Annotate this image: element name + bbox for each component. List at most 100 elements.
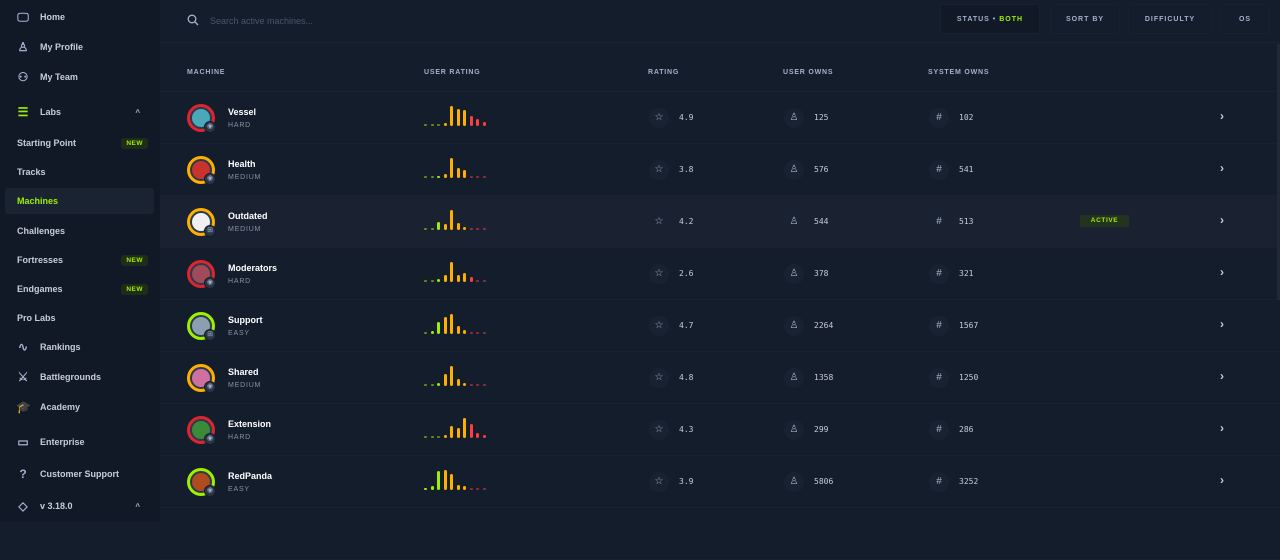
rating-bar bbox=[424, 176, 427, 178]
rating-value: 3.9 bbox=[679, 477, 694, 486]
user-icon: ♙ bbox=[784, 212, 804, 232]
machine-difficulty: HARD bbox=[228, 434, 252, 441]
sidebar-item-label: Challenges bbox=[17, 226, 66, 236]
sidebar-item-my-profile[interactable]: ♙ My Profile bbox=[0, 34, 154, 60]
sidebar-item-v-3-18-0[interactable]: ◇ v 3.18.0 ^ bbox=[0, 493, 154, 519]
machine-row[interactable]: ◉ Vessel HARD ☆ 4.9 ♙ 125 # 102 › bbox=[160, 92, 1280, 144]
user-icon: ♙ bbox=[784, 368, 804, 388]
sidebar-item-academy[interactable]: 🎓 Academy bbox=[0, 394, 154, 420]
machine-row[interactable]: ⊞ Outdated MEDIUM ☆ 4.2 ♙ 544 # 513 ACTI… bbox=[160, 196, 1280, 248]
scrollbar[interactable] bbox=[1277, 44, 1280, 300]
machine-avatar: ◉ bbox=[187, 468, 216, 497]
sidebar-item-home[interactable]: 🖵 Home bbox=[0, 4, 154, 30]
machine-name[interactable]: Vessel bbox=[228, 107, 257, 117]
sidebar-item-labs[interactable]: ☰ Labs ^ bbox=[0, 99, 154, 125]
chevron-up-icon[interactable]: ^ bbox=[135, 501, 140, 511]
column-header-machine[interactable]: MACHINE bbox=[187, 69, 226, 76]
sidebar-item-tracks[interactable]: Tracks bbox=[0, 159, 154, 185]
machine-row[interactable]: ◉ Health MEDIUM ☆ 3.8 ♙ 576 # 541 › bbox=[160, 144, 1280, 196]
sidebar-item-endgames[interactable]: Endgames NEW bbox=[0, 276, 154, 302]
linux-icon: ◉ bbox=[204, 121, 216, 133]
rating-bar bbox=[476, 176, 479, 178]
system-owns-value: 3252 bbox=[959, 477, 979, 486]
column-header-user-owns[interactable]: USER OWNS bbox=[783, 69, 834, 76]
sort-by-button[interactable]: SORT BY bbox=[1050, 4, 1120, 34]
machine-row[interactable]: ◉ Moderators HARD ☆ 2.6 ♙ 378 # 321 › bbox=[160, 248, 1280, 300]
sidebar-item-pro-labs[interactable]: Pro Labs bbox=[0, 305, 154, 331]
machine-name[interactable]: Extension bbox=[228, 419, 272, 429]
machine-row[interactable]: ⊞ Support EASY ☆ 4.7 ♙ 2264 # 1567 › bbox=[160, 300, 1280, 352]
rating-bar bbox=[437, 322, 440, 334]
sidebar-item-fortresses[interactable]: Fortresses NEW bbox=[0, 247, 154, 273]
machine-name[interactable]: RedPanda bbox=[228, 471, 273, 481]
rating-bar bbox=[463, 273, 466, 282]
machine-row[interactable]: ◉ Extension HARD ☆ 4.3 ♙ 299 # 286 › bbox=[160, 404, 1280, 456]
search-input[interactable] bbox=[210, 10, 330, 32]
machine-name[interactable]: Moderators bbox=[228, 263, 278, 273]
sidebar-item-starting-point[interactable]: Starting Point NEW bbox=[0, 130, 154, 156]
sidebar-item-label: Customer Support bbox=[40, 469, 120, 479]
linux-icon: ◉ bbox=[204, 433, 216, 445]
os-filter-button[interactable]: OS bbox=[1220, 4, 1270, 34]
windows-icon: ⊞ bbox=[204, 329, 216, 341]
column-header-rating[interactable]: RATING bbox=[648, 69, 680, 76]
linux-icon: ◉ bbox=[204, 485, 216, 497]
sidebar-item-enterprise[interactable]: ▭ Enterprise bbox=[0, 429, 154, 455]
chevron-right-icon[interactable]: › bbox=[1220, 473, 1224, 487]
rating-bar bbox=[430, 124, 434, 126]
rating-bar bbox=[437, 222, 440, 230]
sidebar-item-my-team[interactable]: ⚇ My Team bbox=[0, 64, 154, 90]
difficulty-filter-button[interactable]: DIFFICULTY bbox=[1128, 4, 1212, 34]
chevron-right-icon[interactable]: › bbox=[1220, 161, 1224, 175]
machine-row[interactable]: ◉ Shared MEDIUM ☆ 4.8 ♙ 1358 # 1250 › bbox=[160, 352, 1280, 404]
machine-difficulty: HARD bbox=[228, 122, 252, 129]
machine-name[interactable]: Support bbox=[228, 315, 263, 325]
machine-row-partial[interactable] bbox=[160, 508, 1280, 560]
rating-bar bbox=[482, 384, 486, 386]
chevron-right-icon[interactable]: › bbox=[1220, 317, 1224, 331]
sidebar-item-rankings[interactable]: ∿ Rankings bbox=[0, 334, 154, 360]
sidebar-item-customer-support[interactable]: ? Customer Support bbox=[0, 461, 154, 487]
star-icon: ☆ bbox=[649, 368, 669, 388]
chevron-right-icon[interactable]: › bbox=[1220, 213, 1224, 227]
user-icon: ♙ bbox=[784, 264, 804, 284]
rating-bar bbox=[430, 384, 434, 386]
rating-bar bbox=[437, 436, 440, 438]
rating-bar bbox=[424, 488, 427, 490]
chevron-up-icon[interactable]: ^ bbox=[135, 107, 140, 117]
rating-bar bbox=[456, 428, 460, 438]
sidebar-item-challenges[interactable]: Challenges bbox=[0, 218, 154, 244]
rating-bar bbox=[463, 227, 466, 230]
machine-avatar: ⊞ bbox=[187, 208, 216, 237]
sidebar: 🖵 Home ♙ My Profile ⚇ My Team ☰ Labs ^ Starting P… bbox=[0, 0, 160, 522]
chevron-right-icon[interactable]: › bbox=[1220, 265, 1224, 279]
status-filter-button[interactable]: STATUS • BOTH bbox=[940, 4, 1040, 34]
machine-avatar: ◉ bbox=[187, 260, 216, 289]
chevron-right-icon[interactable]: › bbox=[1220, 369, 1224, 383]
machine-name[interactable]: Health bbox=[228, 159, 256, 169]
sidebar-item-battlegrounds[interactable]: ⚔ Battlegrounds bbox=[0, 364, 154, 390]
sidebar-item-machines[interactable]: Machines bbox=[5, 188, 154, 214]
rating-value: 4.2 bbox=[679, 217, 694, 226]
machine-avatar: ◉ bbox=[187, 416, 216, 445]
system-owns-value: 541 bbox=[959, 165, 974, 174]
chevron-right-icon[interactable]: › bbox=[1220, 109, 1224, 123]
rating-bar bbox=[456, 223, 460, 230]
rating-bar bbox=[463, 170, 466, 178]
rating-bar bbox=[469, 116, 473, 126]
sidebar-item-label: Tracks bbox=[17, 167, 46, 177]
rating-bar bbox=[424, 436, 427, 438]
column-header-user-rating[interactable]: USER RATING bbox=[424, 69, 481, 76]
machine-name[interactable]: Outdated bbox=[228, 211, 268, 221]
new-badge: NEW bbox=[121, 137, 148, 149]
hash-icon: # bbox=[929, 420, 949, 440]
column-header-system-owns[interactable]: SYSTEM OWNS bbox=[928, 69, 990, 76]
machine-avatar: ⊞ bbox=[187, 312, 216, 341]
chevron-right-icon[interactable]: › bbox=[1220, 421, 1224, 435]
machine-row[interactable]: ◉ RedPanda EASY ☆ 3.9 ♙ 5806 # 3252 › bbox=[160, 456, 1280, 508]
rating-value: 3.8 bbox=[679, 165, 694, 174]
machine-name[interactable]: Shared bbox=[228, 367, 259, 377]
rating-bar bbox=[463, 418, 466, 438]
rating-bar bbox=[463, 383, 466, 386]
machine-difficulty: HARD bbox=[228, 278, 252, 285]
